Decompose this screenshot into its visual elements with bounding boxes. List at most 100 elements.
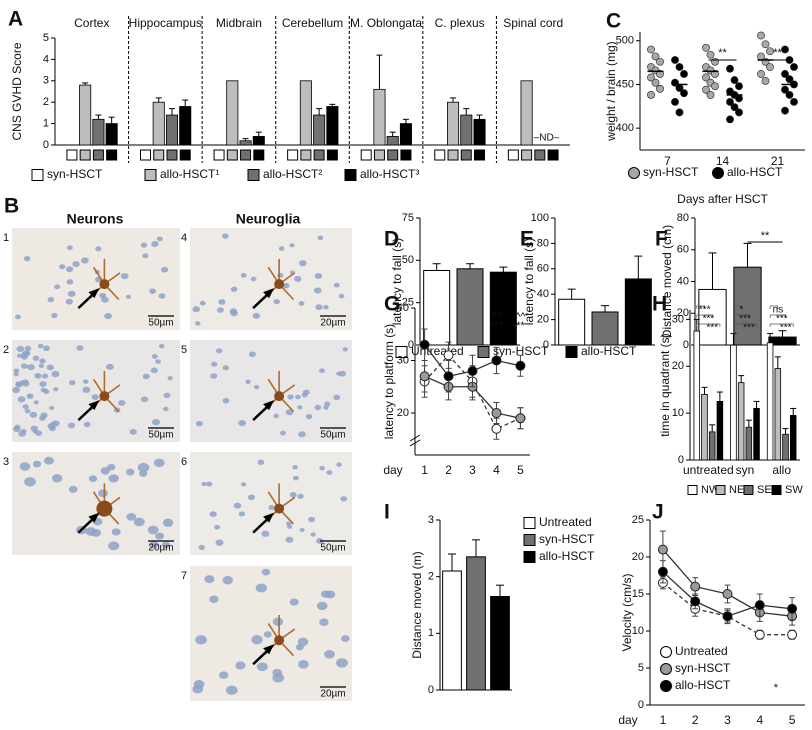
data-point	[702, 73, 710, 82]
nucleus	[54, 284, 61, 290]
annotation: **	[516, 320, 525, 332]
error-bar	[790, 407, 797, 416]
scale-label: 50µm	[148, 430, 173, 441]
nucleus	[230, 310, 238, 317]
nucleus	[209, 511, 217, 518]
bar	[766, 342, 774, 461]
data-point	[647, 91, 655, 99]
annotation: ***	[739, 314, 751, 325]
group-key	[253, 149, 265, 161]
nucleus	[126, 512, 137, 521]
category-label: Hippocampus	[129, 16, 202, 30]
legend-swatch	[687, 485, 698, 495]
error-bar	[466, 263, 474, 269]
nucleus	[34, 372, 42, 379]
nucleus	[163, 406, 169, 412]
data-point	[647, 73, 655, 82]
y-tick-label: 5	[43, 32, 49, 44]
annotation: **	[773, 47, 782, 59]
nucleus	[286, 521, 292, 526]
data-point	[754, 629, 765, 640]
panel-letter: E	[520, 228, 534, 251]
group-key	[179, 149, 191, 161]
arrow-head	[263, 400, 275, 411]
data-point	[785, 75, 794, 84]
nucleus	[297, 637, 309, 647]
arrow-head	[88, 400, 100, 411]
nucleus	[158, 343, 165, 349]
group-key	[460, 149, 472, 161]
group-key	[373, 149, 385, 161]
group-key	[547, 149, 559, 161]
nucleus	[18, 430, 26, 437]
nucleus	[49, 422, 56, 427]
cell-body	[96, 500, 113, 517]
panel-letter: A	[8, 8, 23, 31]
data-point	[443, 350, 454, 361]
y-tick-label: 0	[543, 339, 549, 351]
cell-body	[274, 503, 285, 514]
bracket	[696, 314, 713, 318]
nucleus	[29, 411, 38, 418]
error-bar	[316, 108, 323, 116]
panel-letter: F	[655, 228, 668, 251]
legend-swatch	[523, 551, 536, 563]
y-tick-label: 5	[638, 662, 644, 674]
nucleus	[150, 367, 158, 374]
group-key	[313, 149, 325, 161]
nucleus	[261, 568, 271, 576]
legend-swatch	[344, 169, 357, 181]
image-number: 4	[181, 232, 187, 244]
nucleus	[240, 272, 247, 278]
nucleus	[59, 264, 66, 270]
legend-marker	[628, 167, 640, 179]
nucleus	[289, 492, 297, 498]
data-point	[680, 89, 688, 98]
nucleus	[167, 376, 173, 381]
nucleus	[26, 393, 34, 400]
annotation: ***	[776, 314, 788, 325]
nucleus	[209, 595, 219, 604]
y-axis-label: latency to platform (s)	[382, 324, 396, 439]
legend-swatch	[523, 534, 536, 546]
nucleus	[323, 405, 329, 410]
scale-label: 50µm	[320, 430, 345, 441]
nucleus	[80, 257, 89, 264]
y-tick-label: 0	[43, 139, 49, 151]
nucleus	[273, 298, 281, 305]
x-tick-label: 7	[664, 154, 671, 168]
nucleus	[88, 475, 98, 482]
legend-label: SE	[757, 484, 772, 496]
x-tick-label: 2	[692, 713, 699, 727]
bar	[79, 84, 92, 146]
data-point	[790, 98, 798, 106]
annotation: ***	[743, 323, 755, 334]
bar	[473, 118, 486, 146]
nucleus	[43, 456, 54, 465]
bracket	[733, 314, 750, 318]
nucleus	[163, 392, 171, 399]
bar	[737, 382, 745, 461]
nucleus	[14, 424, 21, 430]
nucleus	[108, 541, 120, 551]
y-tick-label: 25	[632, 514, 644, 526]
group-key	[166, 149, 178, 161]
cell-body	[99, 279, 110, 290]
nucleus	[141, 396, 149, 403]
axis-break	[409, 434, 421, 442]
annotation: **	[761, 230, 770, 242]
data-point	[702, 85, 710, 94]
nucleus	[152, 418, 160, 426]
bar	[152, 101, 165, 146]
nucleus	[297, 493, 304, 499]
nucleus	[107, 463, 116, 471]
image-number: 5	[181, 344, 187, 356]
nucleus	[289, 243, 295, 248]
nucleus	[285, 536, 294, 543]
group-key	[213, 149, 225, 161]
nucleus	[67, 422, 76, 429]
data-point	[419, 339, 430, 350]
nucleus	[43, 389, 50, 395]
y-tick-label: 80	[677, 212, 689, 224]
nucleus	[250, 276, 257, 282]
